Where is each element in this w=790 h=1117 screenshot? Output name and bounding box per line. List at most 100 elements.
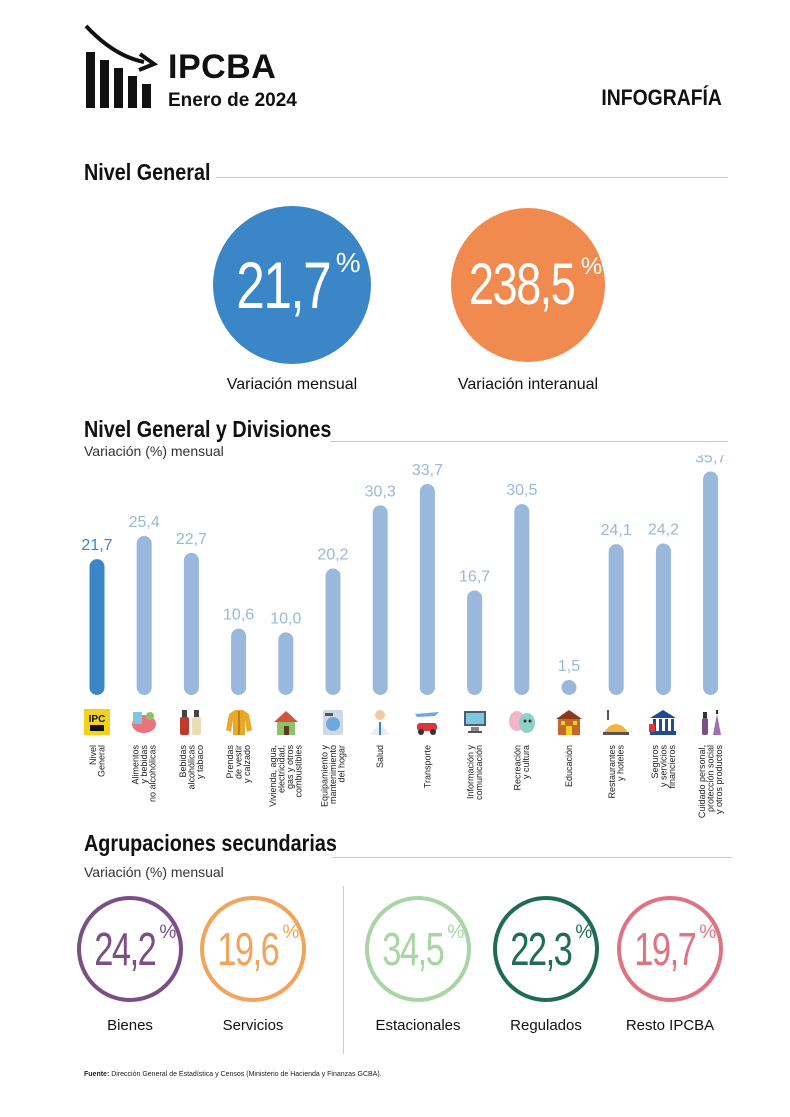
bar-value-label: 1,5: [558, 658, 580, 675]
category-label: Recreacióny cultura: [513, 745, 532, 791]
bar-7: [419, 484, 435, 695]
bar-9: [514, 504, 530, 695]
category-label-line: Información y: [465, 745, 475, 800]
category-label-line: Educación: [564, 745, 574, 787]
brand-title: IPCBA: [168, 48, 277, 86]
bar-6: [372, 505, 388, 695]
category-label-line: protección social: [706, 745, 716, 812]
bottle-icon: [175, 706, 207, 738]
category-label-line: y calzado: [242, 745, 252, 783]
svg-text:IPC: IPC: [89, 714, 106, 725]
source-footer: Fuente: Dirección General de Estadística…: [84, 1071, 382, 1078]
annual-variation-label: Variación interanual: [457, 376, 599, 393]
group-label: Estacionales: [375, 1017, 461, 1034]
jacket-icon: [223, 706, 255, 738]
bar-8: [467, 590, 483, 695]
bar-value-label: 10,6: [223, 607, 254, 624]
section-divider: [332, 857, 732, 858]
percent-sign: %: [159, 922, 177, 943]
category-label-line: financieros: [667, 745, 677, 789]
monthly-variation-circle: 21,7%: [213, 206, 371, 364]
group-label: Regulados: [510, 1017, 582, 1034]
section-title-agrupaciones: Agrupaciones secundarias: [84, 830, 337, 856]
group-separator: [343, 886, 344, 1054]
bar-value-label: 35,7: [695, 455, 726, 467]
category-label-line: mantenimiento: [328, 745, 338, 804]
bar-value-label: 22,7: [176, 531, 207, 548]
group-value: 19,6: [216, 923, 280, 975]
percent-sign: %: [699, 922, 717, 943]
percent-sign: %: [335, 247, 361, 278]
category-label: Cuidado personal,protección socialy otro…: [697, 745, 724, 819]
category-label-line: y servicios: [658, 745, 668, 788]
group-value: 34,5: [381, 923, 445, 975]
group-circle-regulados: 22,3%: [493, 896, 599, 1002]
group-value: 19,7: [633, 923, 697, 975]
bar-value-label: 24,1: [601, 522, 632, 539]
group-circle-resto-ipcba: 19,7%: [617, 896, 723, 1002]
bar-value-label: 30,5: [506, 482, 537, 499]
category-label-line: no alcohólicas: [148, 745, 158, 803]
category-label: Restaurantesy hoteles: [607, 745, 626, 799]
category-label-line: electricidad,: [277, 745, 287, 793]
category-label-line: comunicación: [474, 745, 484, 800]
restaurant-icon: [600, 706, 632, 738]
bar-13: [703, 471, 719, 695]
category-label-line: Seguros: [650, 745, 660, 779]
percent-sign: %: [580, 253, 603, 280]
bank-icon: [647, 706, 679, 738]
category-label: NivelGeneral: [88, 745, 107, 777]
category-label-line: combustibles: [294, 745, 304, 798]
category-label-line: Nivel: [88, 745, 98, 765]
category-label-line: y cultura: [521, 745, 531, 779]
percent-sign: %: [282, 922, 300, 943]
category-label-line: Vivienda, agua,: [268, 745, 278, 807]
category-label: Prendasde vestiry calzado: [225, 745, 252, 784]
section-title-nivel-general: Nivel General: [84, 159, 211, 185]
bar-2: [183, 552, 199, 695]
bar-value-label: 24,2: [648, 522, 679, 539]
brand-subtitle: Enero de 2024: [168, 90, 297, 111]
section-title-divisiones: Nivel General y Divisiones: [84, 416, 332, 442]
group-label: Bienes: [107, 1017, 153, 1034]
monthly-variation-value: 21,7: [236, 248, 333, 322]
divisions-bar-chart: 21,7 NivelGeneral 25,4 Alimentosy bebidasno…: [81, 455, 726, 819]
category-label-line: Alimentos: [131, 745, 141, 785]
category-label-line: Cuidado personal,: [697, 745, 707, 818]
ipc-logo-icon: IPC: [81, 706, 113, 738]
category-label-line: Bebidas: [178, 745, 188, 778]
bar-value-label: 10,0: [270, 610, 301, 627]
category-label-line: Restaurantes: [607, 745, 617, 799]
percent-sign: %: [575, 922, 593, 943]
bar-chart-declining-icon: [84, 24, 159, 108]
category-label-line: del hogar: [337, 745, 347, 783]
food-icon: [128, 706, 160, 738]
category-label-line: y bebidas: [139, 745, 149, 784]
category-label-line: alcohólicas: [186, 745, 196, 790]
category-label: Vivienda, agua,electricidad,gas y otrosc…: [268, 745, 304, 807]
bar-value-label: 16,7: [459, 568, 490, 585]
group-label: Resto IPCBA: [625, 1017, 715, 1034]
category-label-line: Prendas: [225, 745, 235, 779]
category-label: Transporte: [422, 745, 432, 788]
category-label-line: y hoteles: [615, 745, 625, 782]
bar-5: [325, 568, 341, 695]
bar-12: [655, 543, 671, 695]
annual-variation-circle: 238,5%: [451, 208, 605, 362]
category-label-line: gas y otros: [285, 745, 295, 790]
category-label: Segurosy serviciosfinancieros: [650, 745, 677, 789]
percent-sign: %: [447, 922, 465, 943]
source-text: Dirección General de Estadística y Censo…: [109, 1071, 382, 1078]
category-label-line: y otros productos: [714, 745, 724, 815]
washing-machine-icon: [317, 706, 349, 738]
category-label: Salud: [375, 745, 385, 768]
bar-4: [278, 632, 294, 695]
section-divider: [330, 441, 728, 442]
section-subtitle-divisiones: Variación (%) mensual: [84, 443, 224, 459]
doctor-icon: [364, 706, 396, 738]
bar-value-label: 25,4: [129, 514, 160, 531]
group-label: Servicios: [222, 1017, 284, 1034]
group-value: 22,3: [509, 923, 573, 975]
category-label: Equipamiento ymantenimientodel hogar: [320, 745, 347, 808]
category-label-line: de vestir: [234, 745, 244, 779]
